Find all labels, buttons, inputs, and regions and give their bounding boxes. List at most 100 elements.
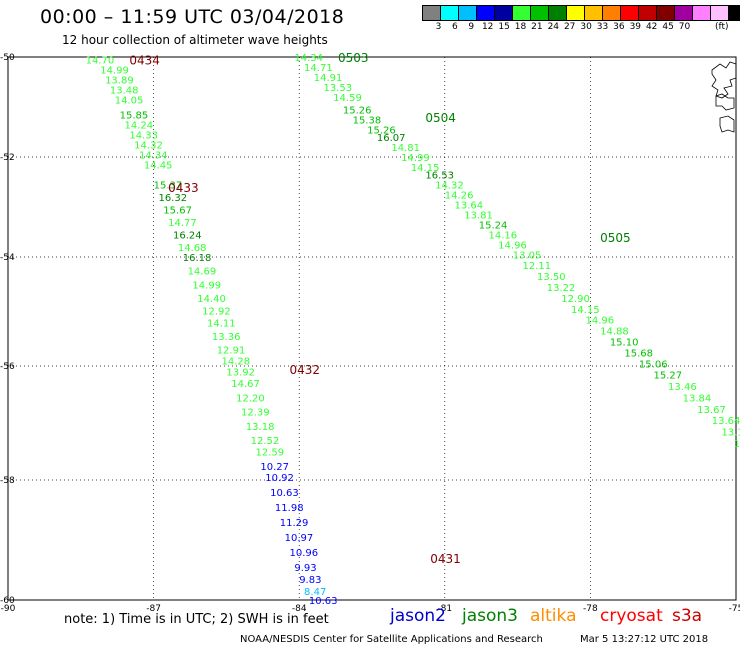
swh-value: 14.71 [304,63,333,74]
longitude-tick-label: -81 [437,604,452,614]
swh-value: 13.64 [712,416,740,427]
satellite-legend-jason2: jason2 [390,606,446,626]
swh-value: 12.91 [217,346,246,357]
swh-value: 13.18 [246,422,275,433]
swh-value: 14.33 [129,131,158,142]
swh-value: 10.97 [285,533,314,544]
color-scale-unit: (ft) [715,22,729,32]
swh-value: 14.59 [333,93,362,104]
swh-value: 16.07 [377,133,406,144]
scale-label: 33 [596,22,609,32]
scale-label: 15 [498,22,510,32]
swh-value: 14.88 [600,327,629,338]
swh-value: 14.68 [178,243,207,254]
page-title: 00:00 – 11:59 UTC 03/04/2018 [40,6,345,28]
credit-timestamp: Mar 5 13:27:12 UTC 2018 [580,634,709,645]
swh-value: 12.59 [256,448,285,459]
swh-value: 14.96 [498,241,527,252]
swh-value: 15.37 [154,181,183,192]
swh-value: 14.40 [197,294,226,305]
swh-value: 16.24 [173,231,202,242]
swh-value: 14.77 [168,218,197,229]
time-label: 0431 [430,552,461,566]
swh-value: 13.58 [734,439,740,450]
track-time-label: 0504 [425,111,456,125]
swh-value: 14.45 [144,161,173,172]
swh-value: 10.27 [260,462,289,473]
swh-value: 12.52 [251,436,280,447]
swh-value: 16.53 [425,171,454,182]
swh-value: 15.26 [367,126,396,137]
time-label: 0433 [168,181,199,195]
swh-value: 14.34 [139,151,168,162]
swh-value: 14.24 [124,121,153,132]
longitude-tick-label: -78 [583,604,598,614]
swh-value: 13.81 [464,211,493,222]
swh-value: 13.84 [683,393,712,404]
swh-value: 13.46 [668,382,697,393]
swh-value: 15.27 [653,371,682,382]
swh-value: 14.15 [411,163,440,174]
latitude-tick-label: -54 [0,253,15,263]
latitude-tick-label: -50 [0,53,15,63]
scale-label: 36 [613,22,625,32]
color-scale-labels: 3 6 9 12 15 18 21 24 27 30 33 36 39 42 45 70 [422,22,740,34]
satellite-legend-jason3: jason3 [462,606,518,626]
swh-value: 14.99 [100,66,129,77]
swh-value: 10.92 [265,473,294,484]
time-label: 0434 [129,54,160,68]
scale-label: 18 [514,22,527,32]
swh-value: 12.92 [202,306,231,317]
latitude-tick-label: -52 [0,153,15,163]
longitude-tick-label: -87 [146,604,161,614]
scale-label: 9 [468,22,475,32]
swh-value: 14.26 [445,191,474,202]
track-time-label: 0505 [600,231,631,245]
track-time-label: 0503 [338,51,369,65]
swh-value: 14.70 [86,56,115,67]
swh-value: 11.98 [275,503,304,514]
swh-value: 14.32 [134,141,163,152]
swh-value: 11.29 [280,518,309,529]
swh-value: 8.47 [304,587,326,598]
swh-value: 16.32 [158,193,187,204]
swh-value: 15.26 [343,106,372,117]
swh-value: 9.93 [294,563,316,574]
scale-label: 70 [678,22,691,32]
swh-value: 16.18 [183,253,212,264]
swh-value: 10.63 [309,596,338,607]
swh-value: 12.11 [522,261,551,272]
latitude-tick-label: -56 [0,362,15,372]
swh-value: 13.67 [697,405,726,416]
scale-label: 12 [481,22,494,32]
swh-value: 13.50 [537,272,566,283]
coastline [711,61,737,133]
scale-label: 6 [452,22,458,32]
longitude-tick-label: -90 [1,604,16,614]
swh-value: 10.63 [270,488,299,499]
swh-value: 13.89 [105,76,134,87]
scale-label: 24 [547,22,560,32]
swh-value: 15.67 [163,206,192,217]
swh-value: 14.32 [435,181,464,192]
swh-value: 15.24 [479,221,508,232]
swh-value: 14.16 [488,231,517,242]
credit-text: NOAA/NESDIS Center for Satellite Applica… [240,634,543,645]
swh-value: 13.22 [547,283,576,294]
latitude-tick-label: -60 [0,596,15,606]
swh-value: 13.64 [455,201,484,212]
page-subtitle: 12 hour collection of altimeter wave hei… [62,33,328,47]
satellite-legend-cryosat: cryosat [600,606,663,626]
swh-value: 15.06 [639,359,668,370]
swh-value: 14.96 [586,316,615,327]
swh-value: 13.05 [513,251,542,262]
swh-value: 14.34 [294,53,323,64]
longitude-tick-label: -75 [729,604,740,614]
scale-label: 39 [629,22,642,32]
swh-value: 14.15 [571,305,600,316]
swh-value: 15.10 [610,337,639,348]
swh-value: 14.05 [115,96,144,107]
scale-label: 42 [645,22,658,32]
swh-value: 14.81 [391,143,420,154]
